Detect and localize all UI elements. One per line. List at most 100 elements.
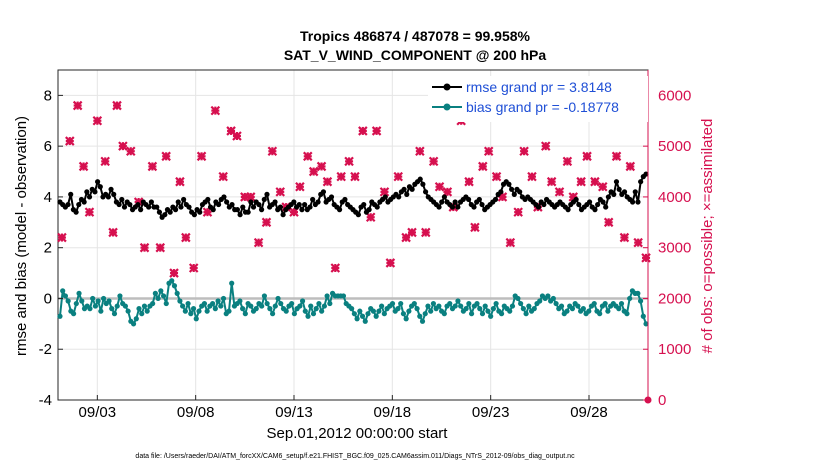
obs-count-point bbox=[619, 232, 630, 243]
rmse-data-point bbox=[81, 199, 87, 205]
obs-count-point bbox=[267, 146, 278, 157]
bias-data-point bbox=[602, 300, 608, 307]
bias-data-point bbox=[507, 308, 513, 314]
bias-data-point bbox=[452, 303, 458, 309]
bias-data-point bbox=[57, 313, 63, 319]
bias-data-point bbox=[163, 300, 169, 307]
rmse-data-point bbox=[245, 209, 251, 215]
rmse-data-point bbox=[320, 189, 327, 195]
rmse-data-point bbox=[250, 204, 257, 210]
rmse-data-point bbox=[511, 191, 517, 197]
obs-count-point bbox=[139, 242, 150, 253]
bias-data-point bbox=[144, 308, 150, 314]
bias-data-point bbox=[640, 313, 646, 319]
obs-count-point bbox=[181, 232, 191, 243]
bias-data-point bbox=[79, 298, 85, 304]
rmse-data-point bbox=[315, 199, 321, 205]
bias-data-point bbox=[76, 290, 82, 296]
obs-count-point bbox=[308, 166, 319, 177]
rmse-data-point bbox=[264, 191, 270, 197]
obs-count-point bbox=[78, 161, 89, 172]
rmse-data-point bbox=[205, 196, 211, 203]
obs-count-point bbox=[175, 176, 185, 187]
obs-count-point bbox=[358, 126, 368, 136]
bias-data-point bbox=[177, 298, 183, 304]
bias-data-point bbox=[558, 303, 565, 309]
bias-data-point bbox=[259, 303, 265, 309]
bias-data-point bbox=[106, 298, 112, 304]
x-tick-label: 09/13 bbox=[275, 404, 313, 421]
bias-data-point bbox=[324, 293, 330, 299]
axis-ticks: 09/03 09/08 09/13 09/18 09/23 09/28 -4 -2 0 2 4 6 8 0… bbox=[39, 70, 691, 421]
bias-data-point bbox=[406, 308, 412, 314]
obs-count-point bbox=[491, 171, 502, 182]
rmse-data-point bbox=[307, 204, 313, 210]
bias-data-point bbox=[125, 308, 131, 314]
obs-count-point bbox=[407, 227, 417, 238]
obs-count-point bbox=[371, 126, 382, 136]
bias-data-point bbox=[458, 303, 464, 309]
rmse-data-point bbox=[229, 201, 235, 208]
legend: rmse grand pr = 3.8148 bias grand pr = -… bbox=[428, 76, 648, 122]
rmse-data-point bbox=[616, 186, 622, 192]
rmse-data-point bbox=[97, 184, 103, 190]
bias-data-point bbox=[111, 311, 118, 317]
rmse-data-point bbox=[296, 201, 302, 208]
obs-count-point bbox=[478, 161, 488, 172]
x-tick-label: 09/08 bbox=[177, 404, 215, 421]
rmse-data-point bbox=[240, 204, 246, 210]
bias-data-point bbox=[313, 306, 319, 312]
obs-count-point bbox=[483, 146, 494, 157]
bias-data-point bbox=[447, 300, 453, 307]
rmse-data-point bbox=[76, 201, 82, 208]
obs-count-point bbox=[302, 151, 313, 162]
bias-data-point bbox=[152, 290, 158, 296]
rmse-data-point bbox=[215, 201, 222, 208]
obs-count-point bbox=[464, 176, 474, 187]
bias-data-point bbox=[160, 293, 167, 299]
rmse-data-point bbox=[135, 201, 141, 208]
bias-data-point bbox=[100, 295, 107, 302]
rmse-data-point bbox=[280, 212, 286, 218]
bias-data-point bbox=[498, 311, 505, 317]
bias-data-point bbox=[485, 308, 491, 314]
bias-data-point bbox=[605, 308, 611, 314]
obs-count-point bbox=[540, 141, 551, 151]
obs-count-point bbox=[415, 146, 425, 157]
rmse-data-point bbox=[621, 189, 628, 195]
bias-data-point bbox=[509, 303, 516, 309]
rmse-data-point bbox=[638, 179, 644, 185]
obs-count-point bbox=[92, 115, 103, 126]
rmse-data-point bbox=[643, 171, 649, 177]
rmse-data-point bbox=[535, 204, 542, 210]
bias-data-point bbox=[299, 298, 306, 304]
rmse-data-point bbox=[404, 191, 410, 197]
bias-data-point bbox=[580, 306, 586, 312]
bias-data-point bbox=[545, 293, 551, 299]
bias-data-point bbox=[379, 303, 385, 309]
obs-count-point bbox=[108, 227, 118, 238]
bias-data-point bbox=[267, 306, 273, 312]
bias-data-point bbox=[302, 308, 308, 314]
bias-data-point bbox=[319, 308, 325, 314]
bias-data-point bbox=[316, 300, 322, 307]
bias-data-point bbox=[220, 295, 227, 302]
bias-data-point bbox=[474, 300, 480, 307]
rmse-data-point bbox=[95, 179, 101, 185]
bias-data-point bbox=[171, 283, 178, 289]
x-tick-label: 09/23 bbox=[472, 404, 510, 421]
rmse-data-point bbox=[162, 212, 168, 218]
bias-data-point bbox=[340, 293, 347, 299]
bias-data-point bbox=[117, 293, 123, 299]
bias-data-point bbox=[229, 280, 235, 286]
y-left-tick-label: -2 bbox=[39, 341, 52, 358]
bias-data-point bbox=[141, 303, 148, 309]
bias-data-point bbox=[226, 308, 232, 314]
bias-data-point bbox=[428, 308, 434, 314]
obs-count-point bbox=[196, 151, 207, 162]
rmse-data-point bbox=[586, 199, 593, 205]
rmse-data-point bbox=[471, 204, 477, 210]
rmse-data-point bbox=[234, 207, 240, 213]
bias-data-point bbox=[70, 311, 77, 317]
y-right-tick-label: 0 bbox=[658, 392, 666, 409]
